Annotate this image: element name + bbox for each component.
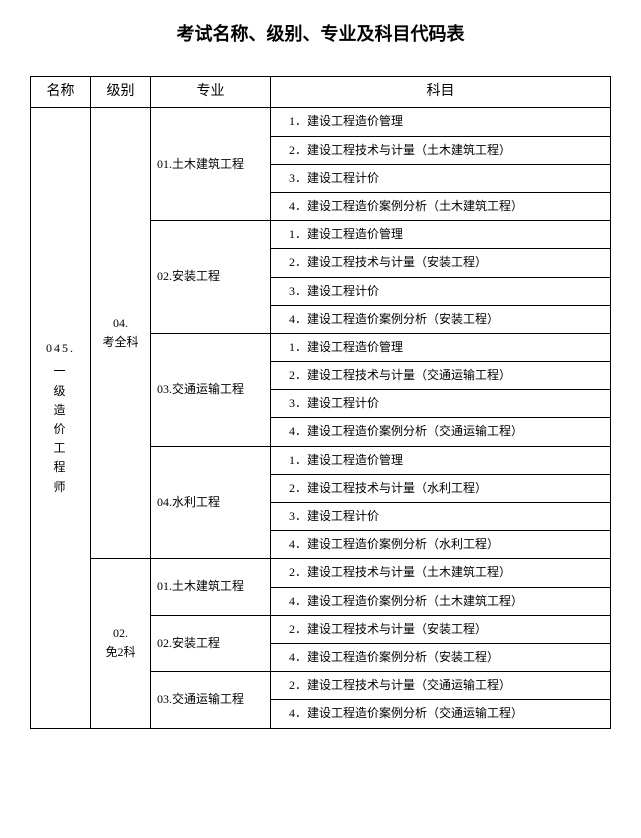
th-name: 名称 <box>31 77 91 108</box>
subject-cell: 4．建设工程造价案例分析（水利工程） <box>271 531 611 559</box>
subject-cell: 4．建设工程造价案例分析（土木建筑工程） <box>271 192 611 220</box>
subject-cell: 4．建设工程造价案例分析（安装工程） <box>271 643 611 671</box>
subject-cell: 1．建设工程造价管理 <box>271 446 611 474</box>
th-level: 级别 <box>91 77 151 108</box>
major-02: 02.安装工程 <box>151 221 271 334</box>
subject-cell: 2．建设工程技术与计量（土木建筑工程） <box>271 136 611 164</box>
subject-cell: 4．建设工程造价案例分析（土木建筑工程） <box>271 587 611 615</box>
subject-cell: 1．建设工程造价管理 <box>271 108 611 136</box>
subject-cell: 3．建设工程计价 <box>271 503 611 531</box>
subject-cell: 2．建设工程技术与计量（安装工程） <box>271 615 611 643</box>
name-label: 一级造价工程师 <box>37 362 84 496</box>
th-major: 专业 <box>151 77 271 108</box>
subject-cell: 2．建设工程技术与计量（交通运输工程） <box>271 362 611 390</box>
subject-cell: 2．建设工程技术与计量（土木建筑工程） <box>271 559 611 587</box>
level-1: 04.考全科 <box>91 108 151 559</box>
major-03: 03.交通运输工程 <box>151 333 271 446</box>
subject-cell: 2．建设工程技术与计量（交通运输工程） <box>271 672 611 700</box>
subject-cell: 3．建设工程计价 <box>271 277 611 305</box>
subject-cell: 1．建设工程造价管理 <box>271 333 611 361</box>
subject-cell: 1．建设工程造价管理 <box>271 221 611 249</box>
subject-cell: 2．建设工程技术与计量（水利工程） <box>271 474 611 502</box>
th-subject: 科目 <box>271 77 611 108</box>
major-02b: 02.安装工程 <box>151 615 271 671</box>
major-01: 01.土木建筑工程 <box>151 108 271 221</box>
major-01b: 01.土木建筑工程 <box>151 559 271 615</box>
page-title: 考试名称、级别、专业及科目代码表 <box>30 20 611 46</box>
name-code: 045. <box>37 339 84 358</box>
subject-cell: 2．建设工程技术与计量（安装工程） <box>271 249 611 277</box>
major-04: 04.水利工程 <box>151 446 271 559</box>
subject-cell: 4．建设工程造价案例分析（交通运输工程） <box>271 418 611 446</box>
major-03b: 03.交通运输工程 <box>151 672 271 728</box>
subject-cell: 3．建设工程计价 <box>271 390 611 418</box>
subject-cell: 3．建设工程计价 <box>271 164 611 192</box>
subject-cell: 4．建设工程造价案例分析（安装工程） <box>271 305 611 333</box>
level-2: 02.免2科 <box>91 559 151 728</box>
subject-cell: 4．建设工程造价案例分析（交通运输工程） <box>271 700 611 728</box>
code-table: 名称 级别 专业 科目 045. 一级造价工程师 04.考全科 01.土木建筑工… <box>30 76 611 729</box>
header-row: 名称 级别 专业 科目 <box>31 77 611 108</box>
name-cell: 045. 一级造价工程师 <box>31 108 91 728</box>
